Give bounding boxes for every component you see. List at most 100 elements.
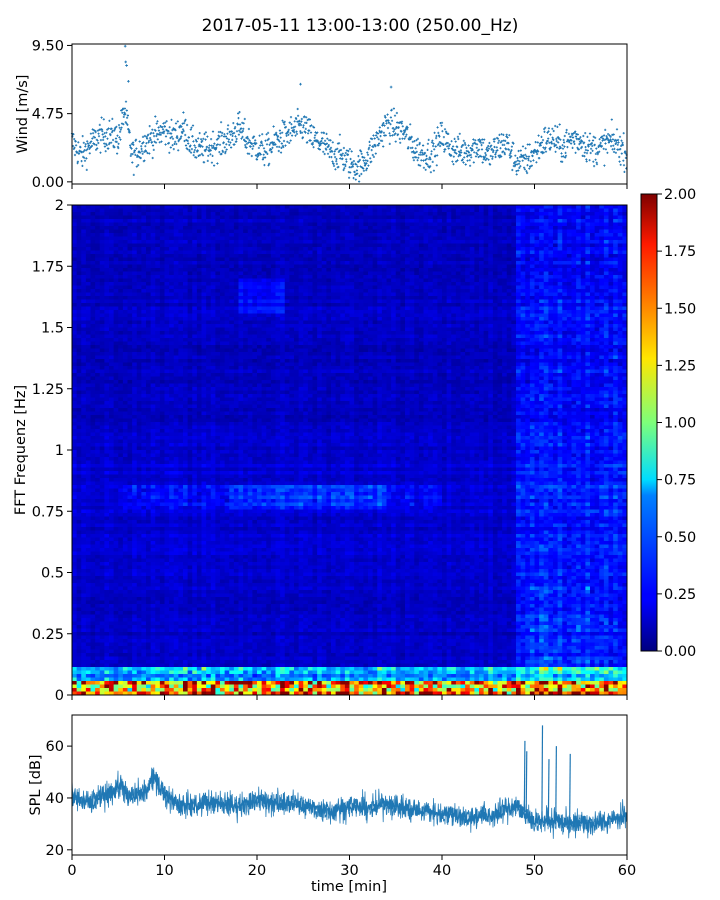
spectrogram-cell (497, 296, 503, 300)
spectrogram-cell (372, 285, 378, 290)
spectrogram-cell (502, 275, 508, 279)
spectrogram-cell (136, 271, 142, 276)
spectrogram-cell (95, 331, 101, 335)
spectrogram-cell (294, 292, 300, 297)
spectrogram-cell (548, 250, 554, 255)
spectrogram-cell (303, 292, 309, 297)
spectrogram-cell (492, 219, 498, 223)
spectrogram-cell (132, 250, 138, 255)
spectrogram-cell (76, 289, 82, 293)
spectrogram-cell (492, 289, 498, 293)
spectrogram-cell (196, 233, 202, 237)
spectrogram-cell (525, 240, 531, 244)
spectrogram-cell (603, 278, 609, 283)
spectrogram-cell (201, 226, 207, 230)
spectrogram-cell (613, 334, 619, 339)
spectrogram-cell (442, 208, 448, 213)
spectrogram-cell (368, 247, 374, 251)
spectrogram-cell (437, 334, 443, 339)
spectrogram-cell (284, 222, 290, 227)
spectrogram-cell (622, 254, 628, 258)
spectrogram-cell (85, 313, 91, 318)
spectrogram-cell (363, 247, 369, 251)
spectrogram-cell (95, 324, 101, 328)
spectrogram-cell (548, 243, 554, 248)
spectrogram-cell (321, 285, 327, 290)
spectrogram-cell (613, 229, 619, 234)
spectrogram-cell (187, 320, 193, 325)
spectrogram-cell (275, 219, 281, 223)
spectrogram-cell (585, 226, 591, 230)
spectrogram-cell (183, 327, 189, 332)
spectrogram-cell (155, 208, 161, 213)
spectrogram-cell (381, 208, 387, 213)
spectrogram-cell (437, 275, 443, 279)
spectrogram-cell (90, 341, 96, 346)
spectrogram-cell (303, 303, 309, 307)
spectrogram-cell (437, 233, 443, 237)
spectrogram-cell (368, 208, 374, 213)
spectrogram-cell (321, 257, 327, 262)
spectrogram-cell (405, 334, 411, 339)
spectrogram-cell (358, 320, 364, 325)
spectrogram-cell (479, 222, 485, 227)
spectrogram-cell (474, 229, 480, 234)
spectrogram-cell (275, 334, 281, 339)
spectrogram-cell (159, 229, 165, 234)
spectrogram-cell (516, 299, 522, 304)
spectrogram-cell (418, 215, 424, 220)
spectrogram-cell (617, 219, 623, 223)
spectrogram-cell (201, 254, 207, 258)
spectrogram-cell (405, 320, 411, 325)
spectrogram-cell (215, 320, 221, 325)
spectrogram-cell (349, 236, 355, 241)
spectrogram-cell (543, 303, 549, 307)
spectrogram-cell (238, 348, 244, 353)
spectrogram-cell (428, 282, 434, 286)
spectrogram-cell (335, 229, 341, 234)
spectrogram-cell (294, 240, 300, 244)
spectrogram-cell (155, 268, 161, 272)
spectrogram-cell (95, 320, 101, 325)
spectrogram-cell (183, 334, 189, 339)
spectrogram-cell (317, 236, 323, 241)
spectrogram-cell (428, 331, 434, 335)
spectrogram-cell (465, 271, 471, 276)
spectrogram-cell (201, 257, 207, 262)
spectrogram-cell (122, 257, 128, 262)
spectrogram-cell (483, 345, 489, 349)
spectrogram-cell (395, 271, 401, 276)
spectrogram-cell (455, 324, 461, 328)
spectrogram-cell (104, 320, 110, 325)
spectrogram-cell (502, 289, 508, 293)
spectrogram-cell (141, 327, 147, 332)
spectrogram-cell (516, 243, 522, 248)
spectrogram-cell (432, 292, 438, 297)
spectrogram-cell (132, 205, 138, 209)
spectrogram-cell (298, 208, 304, 213)
spectrogram-cell (141, 257, 147, 262)
spectrogram-cell (220, 208, 226, 213)
spectrogram-cell (497, 303, 503, 307)
spectrogram-cell (483, 219, 489, 223)
spectrogram-cell (192, 320, 198, 325)
spectrogram-cell (90, 285, 96, 290)
spectrogram-cell (317, 334, 323, 339)
spectrogram-cell (590, 292, 596, 297)
spectrogram-cell (132, 331, 138, 335)
spectrogram-cell (252, 229, 258, 234)
spectrogram-cell (377, 296, 383, 300)
spectrogram-cell (261, 240, 267, 244)
spectrogram-cell (442, 271, 448, 276)
spectrogram-cell (599, 313, 605, 318)
spectrogram-cell (580, 289, 586, 293)
spectrogram-cell (229, 324, 235, 328)
spectrogram-cell (520, 317, 526, 321)
spectrogram-cell (307, 289, 313, 293)
spectrogram-cell (224, 215, 230, 220)
spectrogram-cell (400, 292, 406, 297)
spectrogram-cell (391, 292, 397, 297)
spectrogram-cell (358, 233, 364, 237)
spectrogram-cell (511, 327, 517, 332)
spectrogram-cell (233, 324, 239, 328)
